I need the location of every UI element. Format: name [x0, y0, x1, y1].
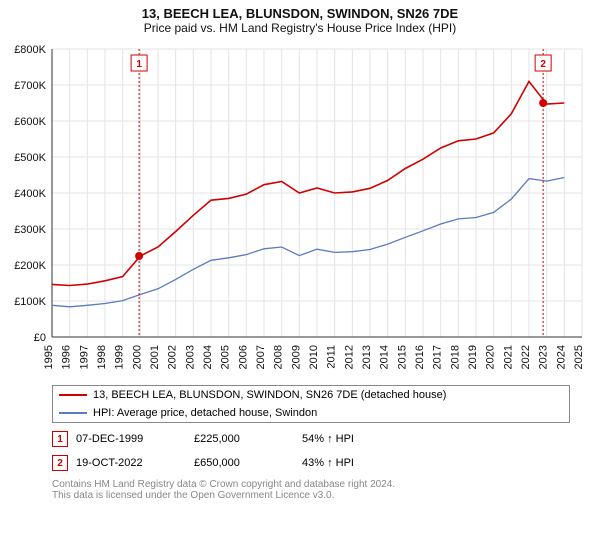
- line-chart: £0 £100K £200K £300K £400K £500K £600K £700K £80…: [0, 39, 600, 379]
- svg-text:2022: 2022: [520, 345, 532, 369]
- svg-text:2013: 2013: [361, 345, 373, 369]
- legend-label: 13, BEECH LEA, BLUNSDON, SWINDON, SN26 7…: [93, 389, 446, 401]
- svg-text:2006: 2006: [237, 345, 249, 369]
- legend: 13, BEECH LEA, BLUNSDON, SWINDON, SN26 7…: [52, 385, 570, 423]
- sale-date: 07-DEC-1999: [76, 433, 186, 445]
- svg-text:2024: 2024: [555, 345, 567, 369]
- legend-label: HPI: Average price, detached house, Swin…: [93, 407, 317, 419]
- legend-swatch: [59, 394, 87, 396]
- svg-text:£200K: £200K: [14, 260, 46, 272]
- svg-text:1997: 1997: [78, 345, 90, 369]
- svg-text:2011: 2011: [326, 345, 338, 369]
- svg-text:2010: 2010: [308, 345, 320, 369]
- sale-delta: 43% ↑ HPI: [302, 457, 422, 469]
- chart-svg: £0 £100K £200K £300K £400K £500K £600K £700K £80…: [0, 39, 600, 379]
- legend-item: 13, BEECH LEA, BLUNSDON, SWINDON, SN26 7…: [53, 386, 569, 404]
- svg-text:2025: 2025: [573, 345, 585, 369]
- chart-title: 13, BEECH LEA, BLUNSDON, SWINDON, SN26 7…: [0, 0, 600, 21]
- sale-marker: 1: [52, 431, 68, 447]
- sale-price: £225,000: [194, 433, 294, 445]
- svg-text:1996: 1996: [61, 345, 73, 369]
- svg-text:2005: 2005: [220, 345, 232, 369]
- svg-text:2018: 2018: [449, 345, 461, 369]
- footer-line: This data is licensed under the Open Gov…: [52, 490, 570, 501]
- svg-text:2015: 2015: [396, 345, 408, 369]
- svg-text:2004: 2004: [202, 345, 214, 369]
- svg-text:2019: 2019: [467, 345, 479, 369]
- svg-text:£100K: £100K: [14, 296, 46, 308]
- svg-text:2007: 2007: [255, 345, 267, 369]
- svg-text:2021: 2021: [502, 345, 514, 369]
- svg-text:1: 1: [136, 59, 142, 70]
- sales-table: 1 07-DEC-1999 £225,000 54% ↑ HPI 2 19-OCT-202…: [52, 427, 570, 475]
- sale-row: 2 19-OCT-2022 £650,000 43% ↑ HPI: [52, 451, 570, 475]
- svg-text:1998: 1998: [96, 345, 108, 369]
- svg-text:£600K: £600K: [14, 116, 46, 128]
- svg-text:1999: 1999: [114, 345, 126, 369]
- svg-text:£300K: £300K: [14, 224, 46, 236]
- legend-swatch: [59, 412, 87, 414]
- svg-text:2: 2: [540, 59, 546, 70]
- svg-text:2014: 2014: [379, 345, 391, 369]
- sale-price: £650,000: [194, 457, 294, 469]
- svg-text:£500K: £500K: [14, 152, 46, 164]
- svg-text:2008: 2008: [273, 345, 285, 369]
- svg-text:2020: 2020: [485, 345, 497, 369]
- legend-item: HPI: Average price, detached house, Swin…: [53, 404, 569, 422]
- sale-marker: 2: [52, 455, 68, 471]
- sale-delta: 54% ↑ HPI: [302, 433, 422, 445]
- sale-date: 19-OCT-2022: [76, 457, 186, 469]
- svg-text:2002: 2002: [167, 345, 179, 369]
- sale-row: 1 07-DEC-1999 £225,000 54% ↑ HPI: [52, 427, 570, 451]
- svg-text:2000: 2000: [131, 345, 143, 369]
- svg-text:2003: 2003: [184, 345, 196, 369]
- footer-line: Contains HM Land Registry data © Crown c…: [52, 479, 570, 490]
- svg-text:£700K: £700K: [14, 80, 46, 92]
- svg-text:2012: 2012: [343, 345, 355, 369]
- svg-text:2017: 2017: [432, 345, 444, 369]
- svg-text:2016: 2016: [414, 345, 426, 369]
- svg-text:£0: £0: [34, 332, 46, 344]
- svg-text:2001: 2001: [149, 345, 161, 369]
- svg-text:£400K: £400K: [14, 188, 46, 200]
- svg-text:2009: 2009: [290, 345, 302, 369]
- footer: Contains HM Land Registry data © Crown c…: [52, 479, 570, 501]
- svg-text:2023: 2023: [538, 345, 550, 369]
- page: 13, BEECH LEA, BLUNSDON, SWINDON, SN26 7…: [0, 0, 600, 501]
- chart-subtitle: Price paid vs. HM Land Registry's House …: [0, 21, 600, 39]
- svg-text:1995: 1995: [43, 345, 55, 369]
- svg-text:£800K: £800K: [14, 44, 46, 56]
